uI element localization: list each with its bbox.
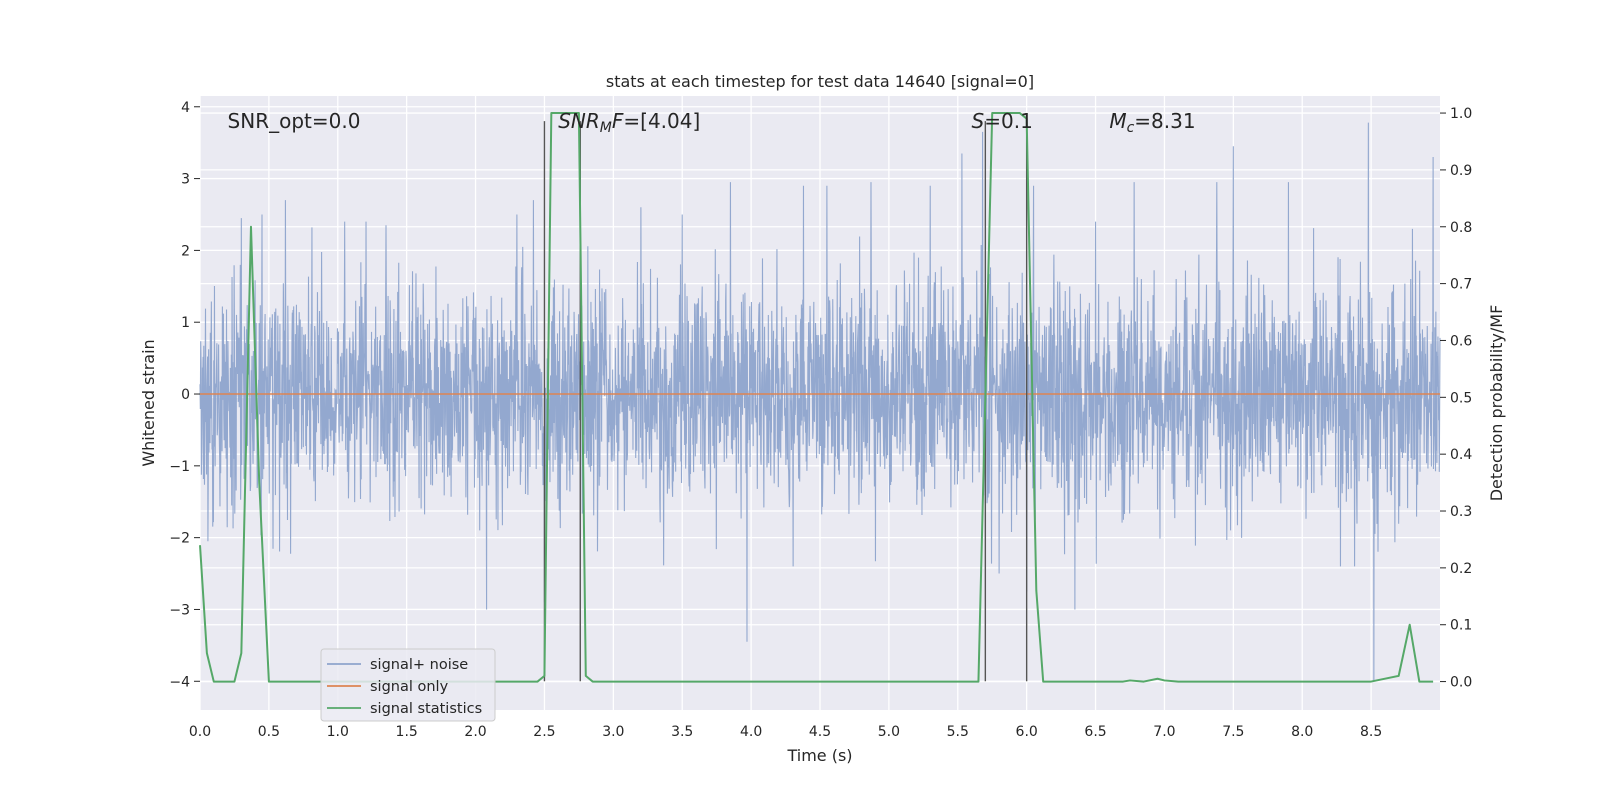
x-tick-label: 4.0	[740, 724, 762, 740]
annotation-text: Mc=8.31	[1109, 109, 1195, 136]
y-left-axis-ticks: −4 −3 −2 −1 0 1 2 3 4	[169, 100, 200, 690]
y-left-tick-label: 3	[181, 172, 190, 188]
x-tick-label: 8.5	[1360, 724, 1382, 740]
x-tick-label: 3.5	[671, 724, 693, 740]
y-right-tick-label: 0.8	[1450, 220, 1472, 236]
x-tick-label: 2.0	[464, 724, 486, 740]
x-tick-label: 2.5	[533, 724, 555, 740]
annotations: SNR_opt=0.0 SNRMF=[4.04] S=0.1 Mc=8.31	[228, 109, 1196, 136]
y-right-axis-label: Detection probability/MF	[1487, 305, 1506, 502]
y-left-tick-label: 4	[181, 100, 190, 116]
x-tick-label: 7.5	[1222, 724, 1244, 740]
legend-box	[320, 648, 496, 722]
y-right-tick-label: 0.1	[1450, 618, 1472, 634]
annotation-text: S=0.1	[972, 109, 1033, 133]
y-left-tick-label: −4	[169, 674, 190, 690]
x-tick-label: 0.0	[189, 724, 211, 740]
y-right-axis-ticks: 0.0 0.1 0.2 0.3 0.4 0.5 0.6 0.7 0.8 0.9 1.0	[1440, 106, 1472, 691]
x-tick-label: 0.5	[258, 724, 280, 740]
y-left-tick-label: −1	[169, 459, 190, 475]
y-left-tick-label: 1	[181, 315, 190, 331]
y-right-tick-label: 0.7	[1450, 277, 1472, 293]
x-axis-label: Time (s)	[786, 746, 852, 765]
x-tick-label: 1.5	[396, 724, 418, 740]
y-left-tick-label: −3	[169, 602, 190, 618]
legend-label-signal: signal only	[370, 679, 449, 695]
y-right-tick-label: 0.6	[1450, 333, 1472, 349]
series-signal-plus-noise	[199, 122, 1441, 682]
y-right-tick-label: 0.0	[1450, 675, 1472, 691]
x-tick-label: 5.5	[947, 724, 969, 740]
y-left-axis-label: Whitened strain	[139, 339, 158, 466]
x-tick-label: 3.0	[602, 724, 624, 740]
legend-label-noise: signal+ noise	[370, 657, 468, 673]
annotation-text: SNR_opt=0.0	[228, 109, 361, 133]
x-tick-label: 4.5	[809, 724, 831, 740]
x-tick-label: 6.5	[1084, 724, 1106, 740]
y-right-tick-label: 0.3	[1450, 504, 1472, 520]
x-tick-label: 6.0	[1016, 724, 1038, 740]
chart-title: stats at each timestep for test data 146…	[606, 72, 1034, 91]
y-left-tick-label: 0	[181, 387, 190, 403]
x-axis-ticks: 0.0 0.5 1.0 1.5 2.0 2.5 3.0 3.5 4.0 4.5 5.0 5.5 6.0 6…	[189, 724, 1382, 740]
signal-plus-noise-line	[199, 122, 1441, 682]
y-right-tick-label: 0.2	[1450, 561, 1472, 577]
x-tick-label: 1.0	[327, 724, 349, 740]
annotation-text: SNRMF=[4.04]	[558, 109, 700, 136]
y-right-tick-label: 0.9	[1450, 163, 1472, 179]
y-right-tick-label: 0.4	[1450, 447, 1472, 463]
y-left-tick-label: 2	[181, 243, 190, 259]
x-tick-label: 5.0	[878, 724, 900, 740]
x-tick-label: 8.0	[1291, 724, 1313, 740]
legend-label-stats: signal statistics	[370, 701, 482, 717]
y-right-tick-label: 1.0	[1450, 106, 1472, 122]
y-right-tick-label: 0.5	[1450, 390, 1472, 406]
y-left-tick-label: −2	[169, 531, 190, 547]
legend: signal+ noise signal only signal statist…	[320, 648, 496, 722]
x-tick-label: 7.0	[1153, 724, 1175, 740]
